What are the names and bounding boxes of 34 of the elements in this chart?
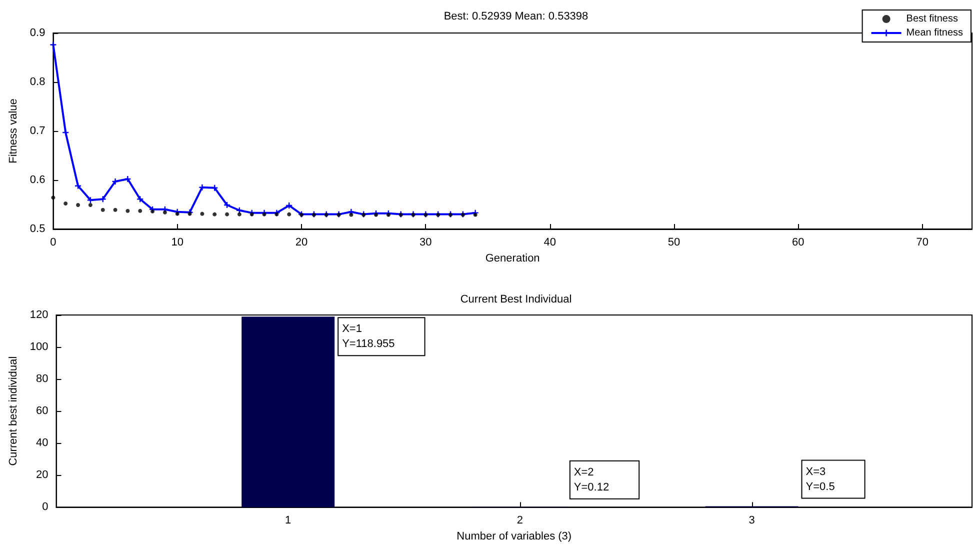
y-tick-label: 0.9 [30,27,46,39]
y-tick-label: 0.7 [30,125,46,137]
x-tick-label: 70 [916,236,928,248]
chart-title: Best: 0.52939 Mean: 0.53398 [444,10,588,22]
y-tick-label: 0 [42,501,48,514]
y-tick-label: 0.5 [30,223,46,235]
x-tick-label: 20 [295,236,308,248]
x-tick-label: 0 [50,236,56,248]
x-tick-label: 40 [544,236,556,248]
y-axis-title: Current best individual [8,356,20,466]
y-tick-label: 100 [30,341,48,354]
y-axis-title: Fitness value [8,98,20,164]
annotation: X=1 Y=118.955 [342,323,395,350]
y-tick-label: 80 [36,373,48,386]
legend-label: Best fitness [906,14,958,24]
x-tick-label: 1 [285,514,292,527]
x-tick-label: 2 [516,514,523,527]
x-tick-label: 60 [792,236,804,248]
x-axis-title: Number of variables (3) [456,530,572,542]
x-tick-label: 50 [668,236,680,248]
x-tick-label: 3 [748,514,755,527]
annotation: X=2 Y=0.12 [574,466,610,494]
annotation: X=3 Y=0.5 [806,466,835,493]
y-tick-label: 40 [36,437,48,450]
legend-label: Mean fitness [906,28,964,38]
y-tick-label: 0.6 [30,174,46,186]
y-tick-label: 120 [30,309,48,321]
y-tick-label: 0.8 [30,76,46,88]
y-tick-label: 20 [36,469,48,482]
x-tick-label: 10 [171,236,184,248]
x-tick-label: 30 [420,236,432,248]
x-axis-title: Generation [485,252,540,264]
y-tick-label: 60 [36,405,48,418]
chart-title: Current Best Individual [460,294,572,306]
